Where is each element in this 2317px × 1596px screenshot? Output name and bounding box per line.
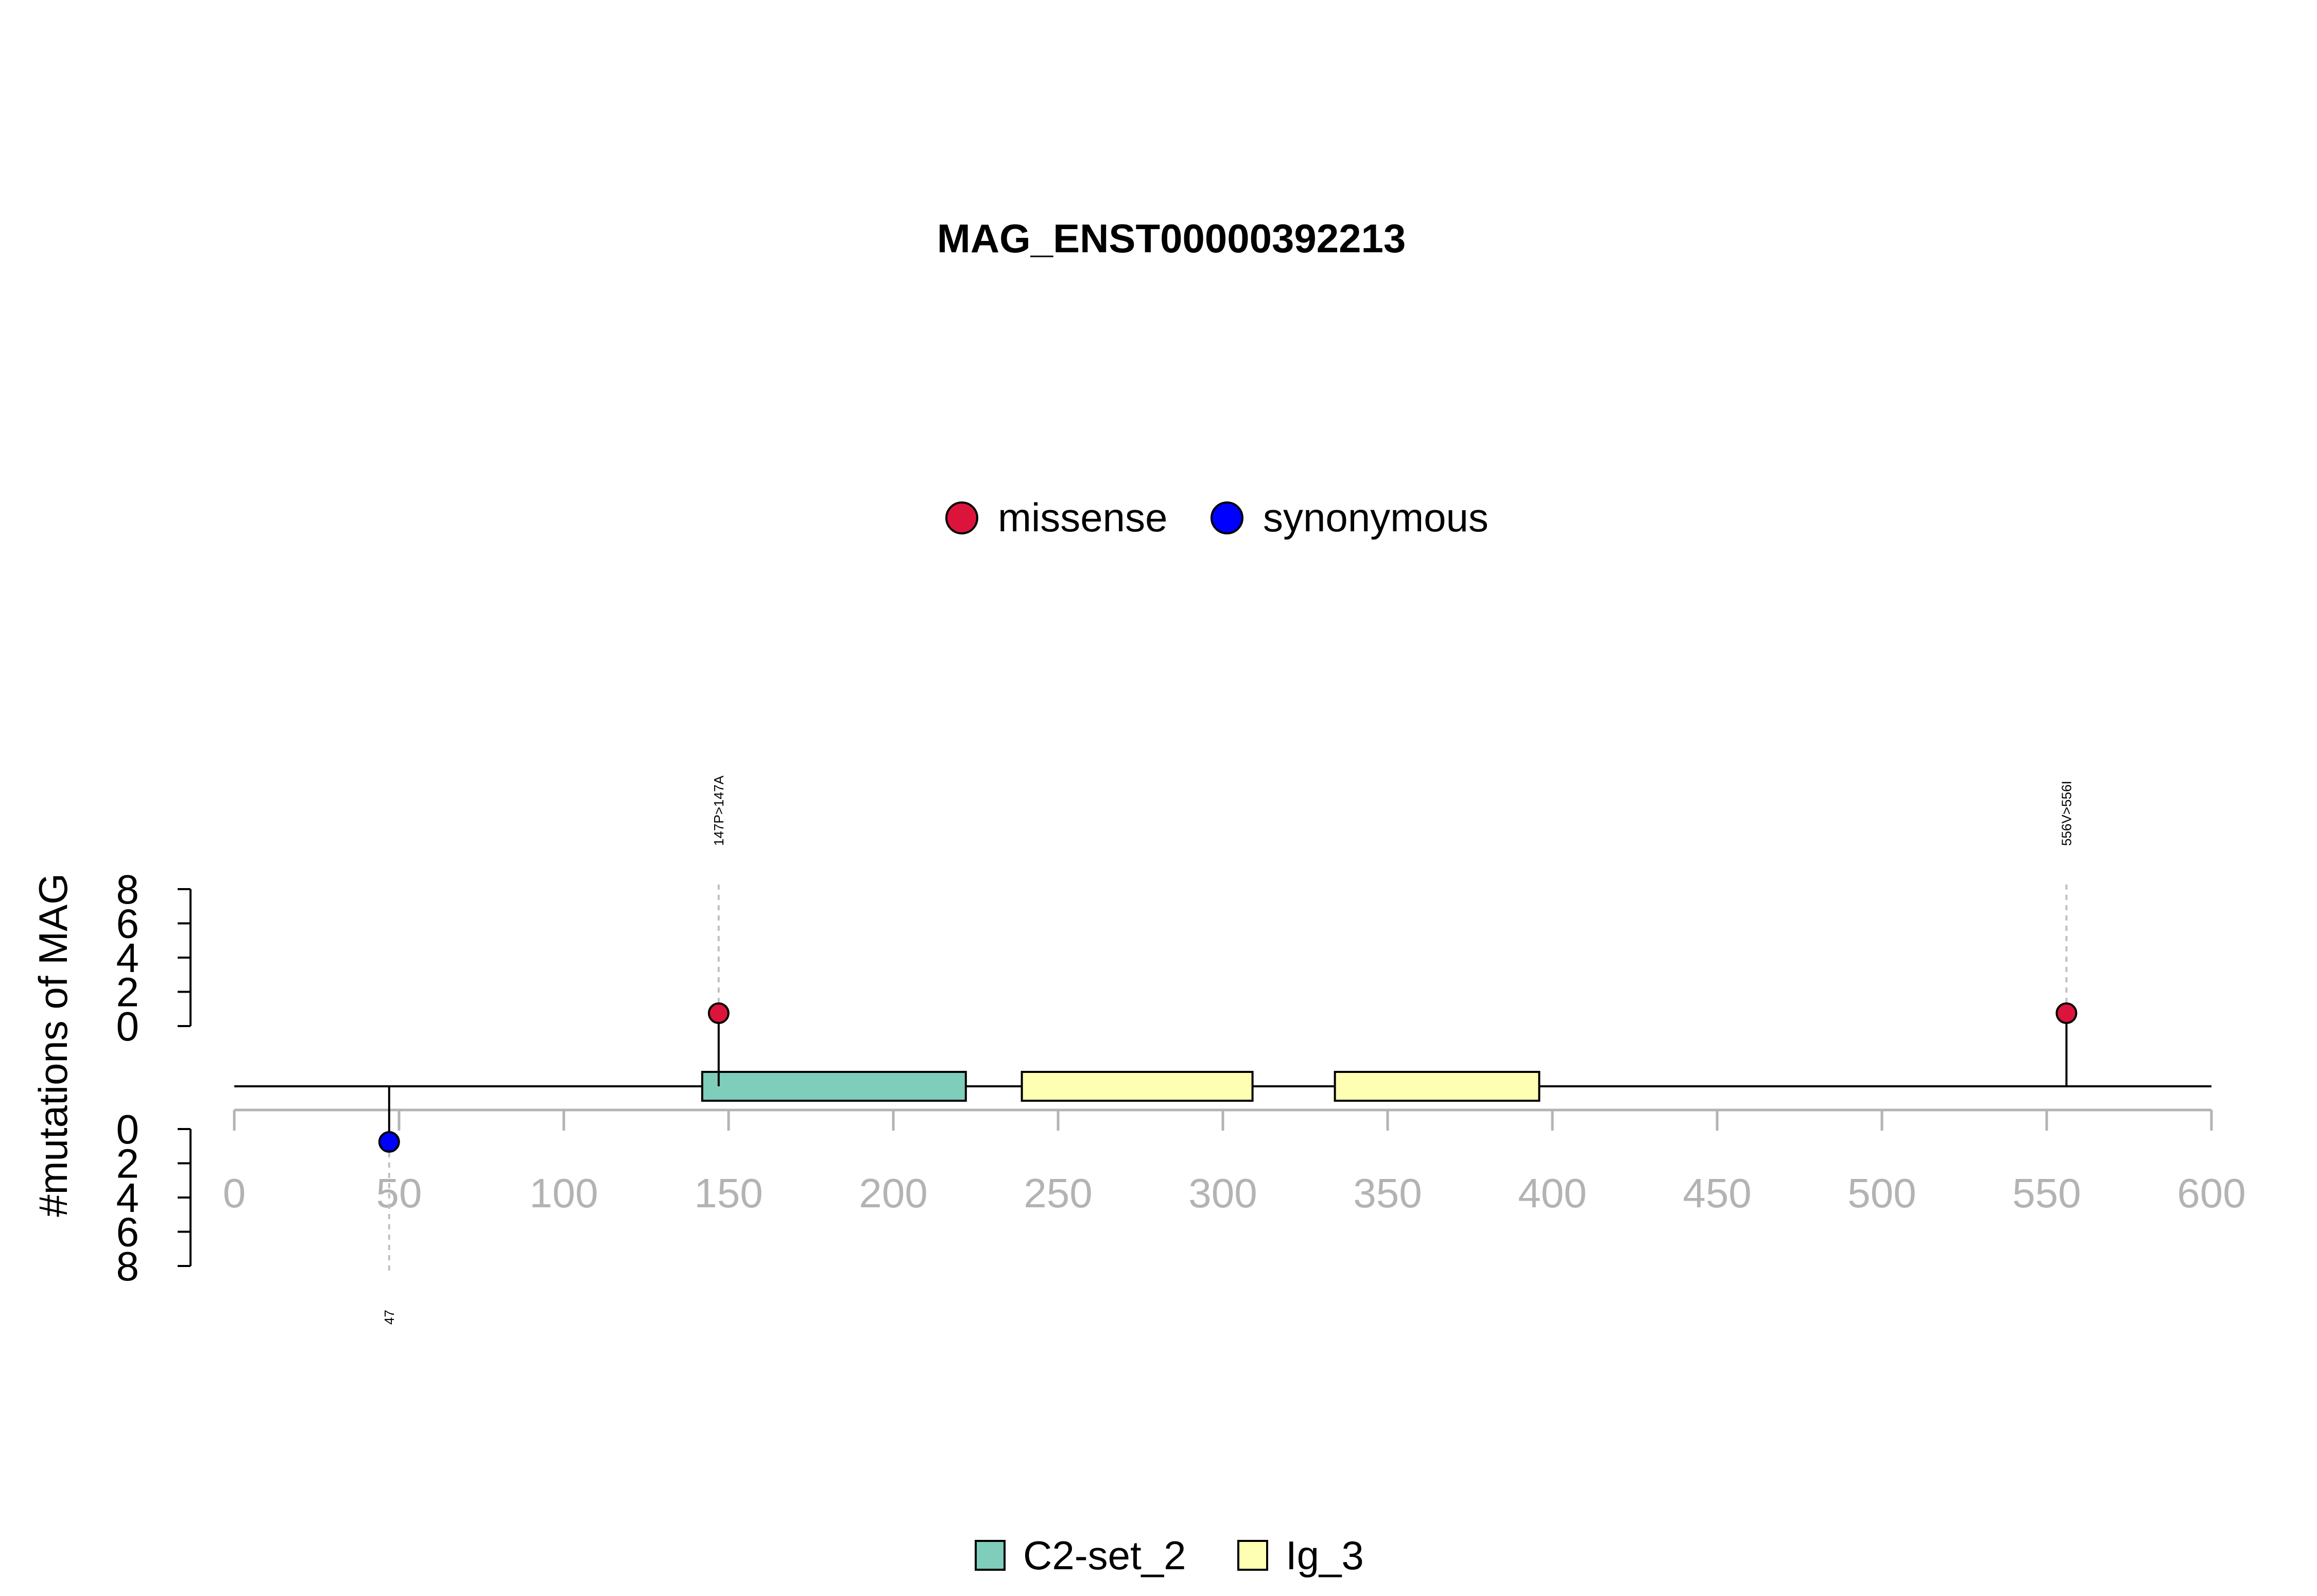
x-tick-label-400: 400 [1518,1170,1586,1216]
mutation-label: 147P>147A [711,775,727,846]
y-tick-label-bottom-2: 2 [116,1141,140,1187]
y-tick-label-top-0: 0 [116,1003,140,1049]
y-tick-label-bottom-4: 4 [116,1175,140,1221]
legend-label-Ig_3: Ig_3 [1286,1533,1364,1578]
chart-title: MAG_ENST00000392213 [937,216,1406,261]
legend-marker-synonymous [1211,501,1243,534]
x-tick-label-150: 150 [694,1170,763,1216]
mutation-point [707,1002,730,1024]
y-tick-label-top-2: 2 [116,969,140,1015]
domain-legend: C2-set_2 Ig_3 [975,1533,1364,1578]
legend-swatch-C2-set_2 [975,1540,1006,1571]
x-axis: 0 50 100 150 200 250 300 350 400 450 500 550 600 [223,1108,2246,1216]
legend-label-synonymous: synonymous [1263,495,1489,540]
x-tick-label-450: 450 [1683,1170,1751,1216]
y-tick-label-top-6: 6 [116,901,140,947]
domain-Ig_3-2 [1334,1071,1541,1102]
mutation-legend: missense synonymous [945,495,1489,540]
y-tick-label-bottom-6: 6 [116,1209,140,1255]
mutation-47: 47 [378,1086,400,1325]
mutation-556V>556I: 556V>556I [2055,780,2078,1086]
mutation-label: 47 [382,1310,397,1325]
mutation-point [2055,1002,2078,1024]
x-tick-label-350: 350 [1353,1170,1422,1216]
mutation-point [378,1131,400,1153]
mutation-lollipops: 147P>147A 556V>556I 47 [378,775,2078,1325]
legend-swatch-Ig_3 [1237,1540,1268,1571]
y-tick-label-top-4: 4 [116,935,140,981]
legend-marker-missense [945,501,978,534]
mutation-label: 556V>556I [2059,780,2074,846]
x-tick-label-300: 300 [1188,1170,1257,1216]
domain-track [701,1071,1541,1102]
y-tick-label-bottom-8: 8 [116,1243,140,1289]
domain-C2-set_2-0 [701,1071,967,1102]
x-tick-label-250: 250 [1024,1170,1092,1216]
x-tick-label-100: 100 [529,1170,598,1216]
mutation-147P>147A: 147P>147A [707,775,730,1086]
x-tick-label-500: 500 [1847,1170,1916,1216]
legend-label-C2-set_2: C2-set_2 [1023,1533,1186,1578]
x-tick-label-200: 200 [859,1170,927,1216]
y-tick-label-bottom-0: 0 [116,1106,140,1152]
x-tick-label-550: 550 [2012,1170,2081,1216]
legend-label-missense: missense [998,495,1167,540]
x-tick-label-600: 600 [2177,1170,2245,1216]
y-tick-label-top-8: 8 [116,866,140,912]
y-axis-label: #mutations of MAG [30,873,76,1217]
x-tick-label-50: 50 [376,1170,422,1216]
domain-Ig_3-1 [1021,1071,1254,1102]
x-tick-label-0: 0 [223,1170,246,1216]
